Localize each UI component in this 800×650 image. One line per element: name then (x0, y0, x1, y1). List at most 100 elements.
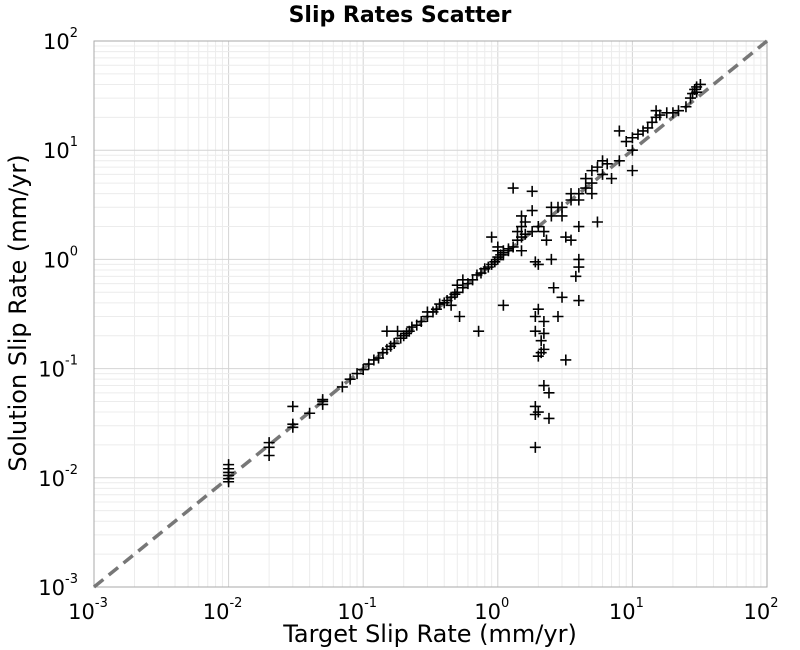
data-point (620, 136, 632, 148)
data-point (401, 327, 413, 339)
data-point (613, 155, 625, 167)
data-point (591, 216, 603, 228)
y-tick-label: 10-3 (38, 572, 78, 600)
plot-grid (93, 41, 767, 588)
x-tick-label: 102 (743, 596, 778, 624)
data-point (529, 325, 541, 337)
data-point (556, 210, 568, 222)
data-point (368, 354, 380, 366)
data-point (538, 343, 550, 355)
data-point (526, 205, 538, 217)
data-point (654, 109, 666, 121)
data-point (398, 330, 410, 342)
data-point (538, 315, 550, 327)
data-point (573, 295, 585, 307)
x-tick-label: 10-2 (203, 596, 243, 624)
data-point (388, 337, 400, 349)
data-point (357, 364, 369, 376)
data-point (445, 299, 457, 311)
y-tick-labels: 10-3 10-2 10-1 100 101 102 (38, 26, 78, 600)
y-tick-label: 101 (43, 135, 78, 163)
data-point (573, 194, 585, 206)
data-point (597, 168, 609, 180)
data-point (449, 288, 461, 300)
data-point (438, 297, 450, 309)
data-point (519, 216, 531, 228)
data-point (516, 210, 528, 222)
data-point (626, 132, 638, 144)
data-point (613, 125, 625, 137)
data-point (591, 161, 603, 173)
data-point (344, 373, 356, 385)
data-point (586, 188, 598, 200)
x-tick-label: 101 (609, 596, 644, 624)
data-point (570, 270, 582, 282)
data-point (538, 226, 550, 238)
data-point (642, 122, 654, 134)
x-tick-label: 10-3 (68, 596, 108, 624)
data-point (580, 173, 592, 185)
data-point (516, 245, 528, 257)
data-point (223, 459, 235, 471)
data-point (406, 321, 418, 333)
data-point (451, 279, 463, 291)
data-point (263, 437, 275, 449)
data-point (694, 78, 706, 90)
data-point (556, 291, 568, 303)
data-point (543, 412, 555, 424)
data-point (580, 182, 592, 194)
data-point (526, 185, 538, 197)
data-point (507, 241, 519, 253)
data-point (573, 253, 585, 265)
data-point (626, 144, 638, 156)
data-point (684, 92, 696, 104)
data-point (287, 400, 299, 412)
data-point (434, 298, 446, 310)
y-tick-label: 10-1 (38, 354, 78, 382)
data-point (381, 325, 393, 337)
data-point (502, 243, 514, 255)
data-point (545, 253, 557, 265)
plot-frame (93, 40, 768, 588)
data-point (532, 258, 544, 270)
data-point (601, 158, 613, 170)
data-point (560, 354, 572, 366)
data-point (586, 165, 598, 177)
data-point (548, 282, 560, 294)
data-point (336, 381, 348, 393)
data-point (529, 408, 541, 420)
data-point (532, 221, 544, 233)
y-tick-label: 100 (43, 244, 78, 272)
x-axis-title: Target Slip Rate (mm/yr) (282, 620, 577, 648)
data-point (538, 380, 550, 392)
data-point (392, 325, 404, 337)
data-point (689, 83, 701, 95)
y-tick-label: 102 (43, 26, 78, 54)
data-point (497, 299, 509, 311)
data-point (532, 303, 544, 315)
data-point (317, 394, 329, 406)
data-point (586, 177, 598, 189)
data-point (529, 441, 541, 453)
data-point (573, 221, 585, 233)
data-point (538, 327, 550, 339)
data-point (507, 182, 519, 194)
y-axis-title: Solution Slip Rate (mm/yr) (4, 154, 32, 471)
data-point (606, 173, 618, 185)
data-point (543, 387, 555, 399)
reference-line (92, 39, 769, 589)
data-point (351, 368, 363, 380)
data-point (672, 105, 684, 117)
data-point (680, 101, 692, 113)
data-points (223, 78, 706, 488)
data-point (287, 418, 299, 430)
data-point (552, 310, 564, 322)
data-point (667, 107, 679, 119)
data-point (626, 165, 638, 177)
data-point (529, 310, 541, 322)
data-point (535, 335, 547, 347)
y-tick-label: 10-2 (38, 463, 78, 491)
data-point (415, 315, 427, 327)
data-point (304, 407, 316, 419)
